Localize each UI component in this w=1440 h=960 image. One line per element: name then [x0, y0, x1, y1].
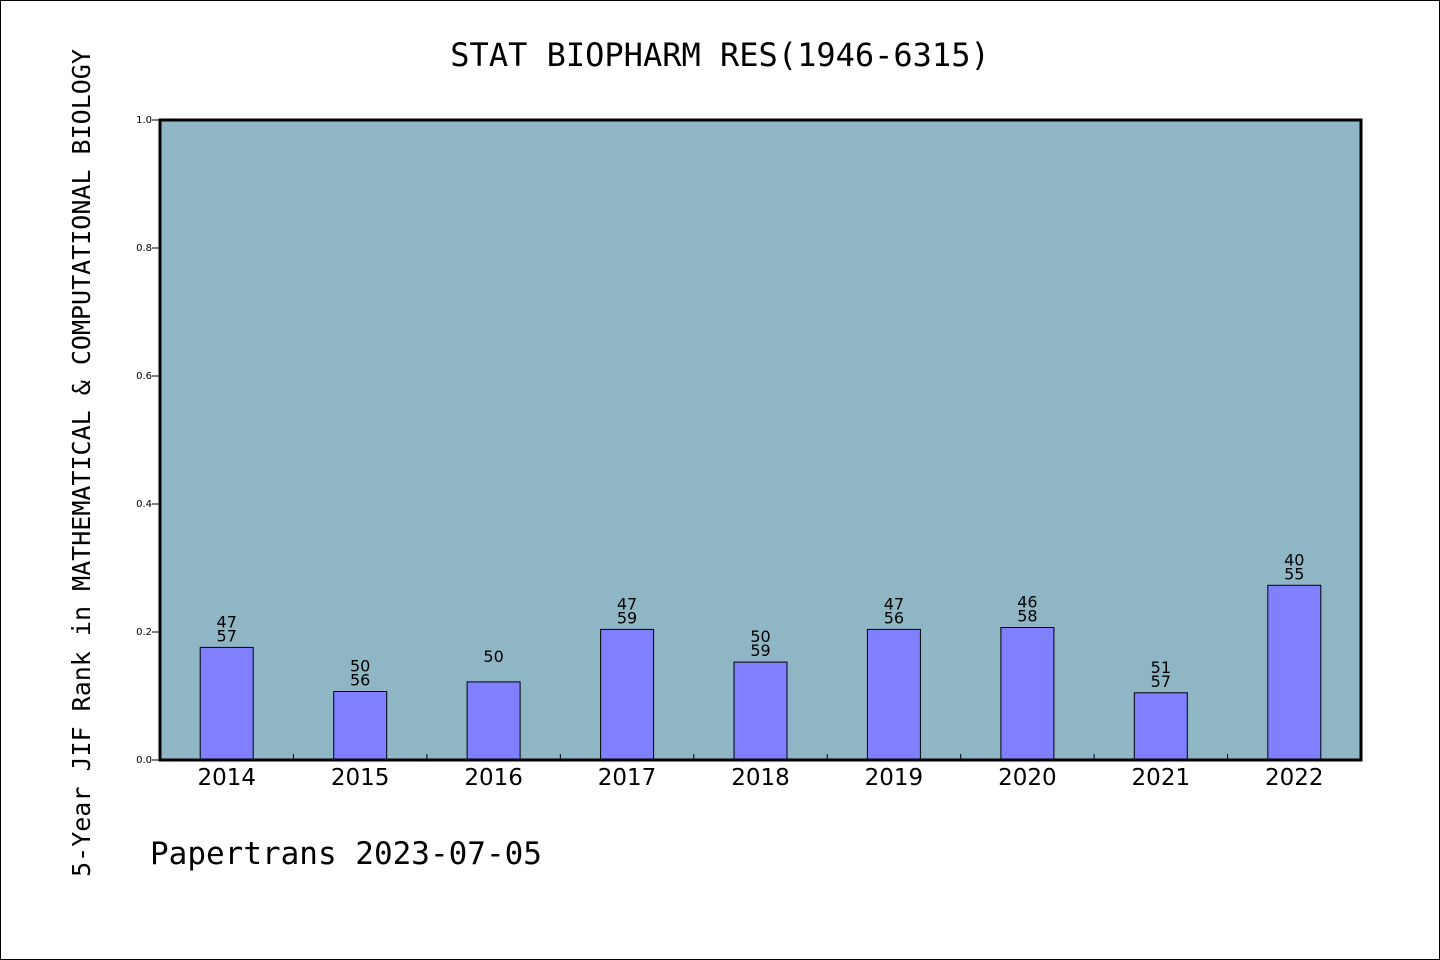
data-label: 57 [217, 626, 237, 645]
bars-group [199, 584, 1322, 761]
data-label: 55 [1284, 564, 1304, 583]
data-label: 57 [1151, 672, 1171, 691]
y-axis-label: 5-Year JIF Rank in MATHEMATICAL & COMPUT… [67, 49, 96, 877]
data-label: 59 [750, 641, 770, 660]
bar [199, 646, 254, 761]
footer-text: Papertrans 2023-07-05 [150, 836, 542, 872]
data-label: 47 [617, 594, 637, 613]
bar [733, 661, 788, 761]
y-tick-label: 0.6 [136, 371, 152, 382]
x-tick-label: 2021 [1132, 765, 1191, 791]
bar [1267, 584, 1322, 761]
plot-area [160, 120, 1361, 760]
data-label: 51 [1151, 658, 1171, 677]
bar [1000, 627, 1055, 761]
x-tick-label: 2022 [1265, 765, 1324, 791]
x-ticks-group: 2014 2015 2016 2017 2018 2019 2020 2021 2022 [197, 754, 1324, 791]
data-label: 46 [1017, 593, 1037, 612]
y-tick-label: 0.4 [136, 499, 152, 510]
bar [866, 628, 921, 761]
x-tick-label: 2020 [998, 765, 1057, 791]
chart-title: STAT BIOPHARM RES(1946-6315) [450, 36, 989, 74]
x-tick-label: 2014 [197, 765, 256, 791]
x-tick-label: 2018 [731, 765, 790, 791]
data-label: 56 [884, 608, 904, 627]
data-label: 50 [483, 647, 503, 666]
x-tick-label: 2019 [865, 765, 924, 791]
y-tick-label: 0.0 [136, 755, 152, 766]
x-tick-label: 2015 [331, 765, 390, 791]
data-label: 40 [1284, 550, 1304, 569]
bar [600, 628, 655, 761]
x-tick-label: 2016 [464, 765, 523, 791]
y-tick-label: 0.2 [136, 627, 152, 638]
plot-border [158, 118, 1363, 762]
bar [333, 691, 388, 761]
data-label: 47 [217, 612, 237, 631]
data-label: 58 [1017, 607, 1037, 626]
bar [1133, 692, 1188, 761]
y-tick-label: 1.0 [136, 115, 152, 126]
x-tick-label: 2017 [598, 765, 657, 791]
data-label: 50 [350, 657, 370, 676]
data-label: 47 [884, 594, 904, 613]
y-ticks-group: 0.0 0.2 0.4 0.6 0.8 1.0 [136, 115, 160, 766]
bar [466, 681, 521, 761]
y-tick-label: 0.8 [136, 243, 152, 254]
data-label: 59 [617, 608, 637, 627]
data-label: 50 [750, 627, 770, 646]
data-label: 56 [350, 671, 370, 690]
